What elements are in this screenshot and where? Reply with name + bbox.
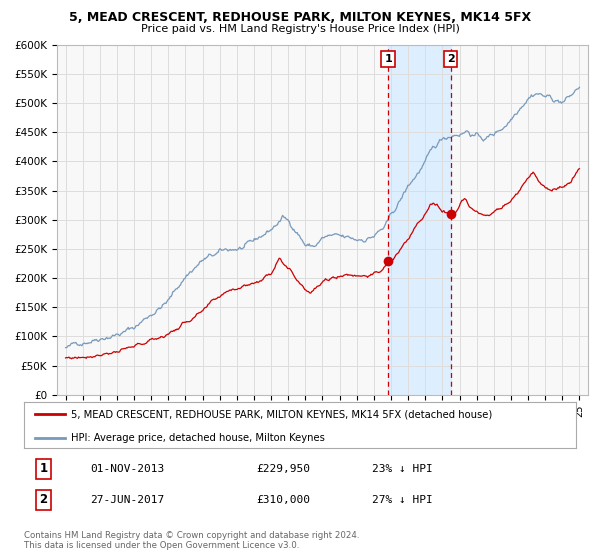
Text: 5, MEAD CRESCENT, REDHOUSE PARK, MILTON KEYNES, MK14 5FX (detached house): 5, MEAD CRESCENT, REDHOUSE PARK, MILTON …: [71, 409, 492, 419]
Text: £310,000: £310,000: [256, 495, 310, 505]
Text: HPI: Average price, detached house, Milton Keynes: HPI: Average price, detached house, Milt…: [71, 433, 325, 443]
Text: 1: 1: [384, 54, 392, 64]
Text: Contains HM Land Registry data © Crown copyright and database right 2024.: Contains HM Land Registry data © Crown c…: [24, 531, 359, 540]
Text: 23% ↓ HPI: 23% ↓ HPI: [372, 464, 433, 474]
Text: 27-JUN-2017: 27-JUN-2017: [90, 495, 164, 505]
Text: This data is licensed under the Open Government Licence v3.0.: This data is licensed under the Open Gov…: [24, 541, 299, 550]
Text: 01-NOV-2013: 01-NOV-2013: [90, 464, 164, 474]
Text: £229,950: £229,950: [256, 464, 310, 474]
Text: 5, MEAD CRESCENT, REDHOUSE PARK, MILTON KEYNES, MK14 5FX: 5, MEAD CRESCENT, REDHOUSE PARK, MILTON …: [69, 11, 531, 24]
Bar: [388, 45, 451, 395]
Text: 27% ↓ HPI: 27% ↓ HPI: [372, 495, 433, 505]
Text: 2: 2: [39, 493, 47, 506]
Text: 1: 1: [39, 463, 47, 475]
Text: Price paid vs. HM Land Registry's House Price Index (HPI): Price paid vs. HM Land Registry's House …: [140, 24, 460, 34]
Text: 2: 2: [447, 54, 455, 64]
